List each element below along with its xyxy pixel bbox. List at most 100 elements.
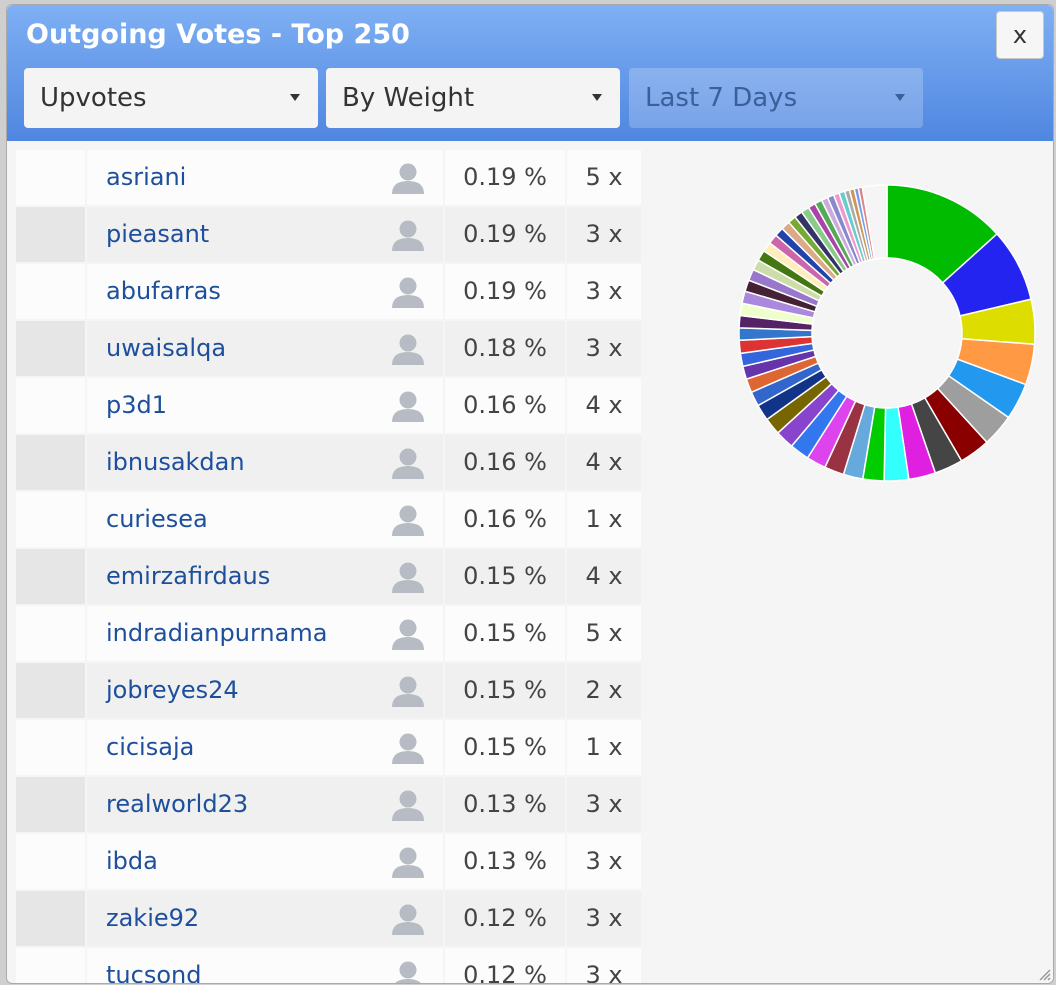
avatar-head [399, 220, 417, 238]
user-link[interactable]: cicisaja [106, 733, 195, 761]
avatar-body [392, 295, 424, 308]
table-row: indradianpurnama 0.15 % 5 x [16, 606, 642, 661]
dialog-title: Outgoing Votes - Top 250 [26, 19, 410, 50]
user-link[interactable]: zakie92 [106, 904, 200, 932]
vote-type-select[interactable]: Upvotes [24, 68, 318, 128]
weight-cell: 0.13 % [445, 834, 565, 889]
rank-cell [16, 492, 85, 547]
user-link[interactable]: pieasant [106, 220, 210, 248]
user-cell: ibnusakdan [87, 435, 443, 490]
avatar-icon [392, 676, 424, 707]
avatar-icon [392, 847, 424, 878]
dropdown-arrow [290, 94, 300, 101]
count-cell: 3 x [567, 948, 641, 983]
user-cell: emirzafirdaus [87, 549, 443, 604]
period-select[interactable]: Last 7 Days [629, 68, 923, 128]
weight-cell: 0.16 % [445, 378, 565, 433]
user-link[interactable]: tucsond [106, 961, 202, 984]
dialog: Outgoing Votes - Top 250 x Upvotes By We… [6, 4, 1054, 984]
resize-grip [1039, 969, 1051, 981]
avatar-head [399, 163, 417, 181]
avatar-body [392, 466, 424, 479]
count-cell: 1 x [567, 492, 641, 547]
avatar-body [392, 580, 424, 593]
user-cell: uwaisalqa [87, 321, 443, 376]
table-row: tucsond 0.12 % 3 x [16, 948, 642, 984]
weight-cell: 0.18 % [445, 321, 565, 376]
user-link[interactable]: asriani [106, 163, 187, 191]
user-cell: indradianpurnama [87, 606, 443, 661]
user-link[interactable]: p3d1 [106, 391, 168, 419]
sort-select[interactable]: By Weight [326, 68, 620, 128]
avatar-head [399, 562, 417, 580]
count-cell: 4 x [567, 435, 641, 490]
user-link[interactable]: jobreyes24 [106, 676, 239, 704]
user-link[interactable]: indradianpurnama [106, 619, 328, 647]
weight-cell: 0.19 % [445, 264, 565, 319]
user-cell: zakie92 [87, 891, 443, 946]
user-link[interactable]: curiesea [106, 505, 208, 533]
count-cell: 3 x [567, 777, 641, 832]
avatar-icon [392, 277, 424, 308]
rank-cell [16, 549, 85, 604]
rank-cell [16, 834, 85, 889]
table-row: jobreyes24 0.15 % 2 x [16, 663, 642, 718]
rank-cell [16, 720, 85, 775]
user-cell: pieasant [87, 207, 443, 262]
avatar-head [399, 961, 417, 979]
count-cell: 5 x [567, 150, 641, 205]
avatar-body [392, 865, 424, 878]
user-link[interactable]: abufarras [106, 277, 221, 305]
table-row: cicisaja 0.15 % 1 x [16, 720, 642, 775]
avatar-body [392, 523, 424, 536]
avatar-icon [392, 619, 424, 650]
user-link[interactable]: emirzafirdaus [106, 562, 271, 590]
avatar-head [399, 505, 417, 523]
avatar-body [392, 751, 424, 764]
avatar-body [392, 238, 424, 251]
weight-cell: 0.15 % [445, 663, 565, 718]
avatar-head [399, 733, 417, 751]
rank-cell [16, 321, 85, 376]
count-cell: 3 x [567, 834, 641, 889]
weight-cell: 0.19 % [445, 150, 565, 205]
count-cell: 3 x [567, 207, 641, 262]
avatar-body [392, 409, 424, 422]
avatar-body [392, 637, 424, 650]
user-link[interactable]: realworld23 [106, 790, 249, 818]
weight-cell: 0.19 % [445, 207, 565, 262]
donut-chart [738, 184, 1036, 482]
user-cell: curiesea [87, 492, 443, 547]
count-cell: 1 x [567, 720, 641, 775]
avatar-icon [392, 904, 424, 935]
avatar-head [399, 277, 417, 295]
weight-cell: 0.16 % [445, 435, 565, 490]
user-link[interactable]: uwaisalqa [106, 334, 227, 362]
weight-cell: 0.12 % [445, 891, 565, 946]
user-link[interactable]: ibnusakdan [106, 448, 245, 476]
user-cell: jobreyes24 [87, 663, 443, 718]
avatar-icon [392, 163, 424, 194]
table-row: ibnusakdan 0.16 % 4 x [16, 435, 642, 490]
count-cell: 3 x [567, 264, 641, 319]
user-cell: ibda [87, 834, 443, 889]
avatar-icon [392, 733, 424, 764]
close-button[interactable]: x [996, 11, 1044, 59]
weight-cell: 0.15 % [445, 606, 565, 661]
avatar-icon [392, 790, 424, 821]
user-cell: p3d1 [87, 378, 443, 433]
weight-cell: 0.13 % [445, 777, 565, 832]
avatar-head [399, 334, 417, 352]
select-label: Last 7 Days [645, 83, 798, 113]
user-link[interactable]: ibda [106, 847, 158, 875]
count-cell: 4 x [567, 378, 641, 433]
select-label: Upvotes [40, 83, 147, 113]
avatar-icon [392, 391, 424, 422]
avatar-body [392, 922, 424, 935]
avatar-head [399, 790, 417, 808]
user-cell: abufarras [87, 264, 443, 319]
user-cell: realworld23 [87, 777, 443, 832]
table-row: p3d1 0.16 % 4 x [16, 378, 642, 433]
avatar-head [399, 448, 417, 466]
avatar-body [392, 694, 424, 707]
